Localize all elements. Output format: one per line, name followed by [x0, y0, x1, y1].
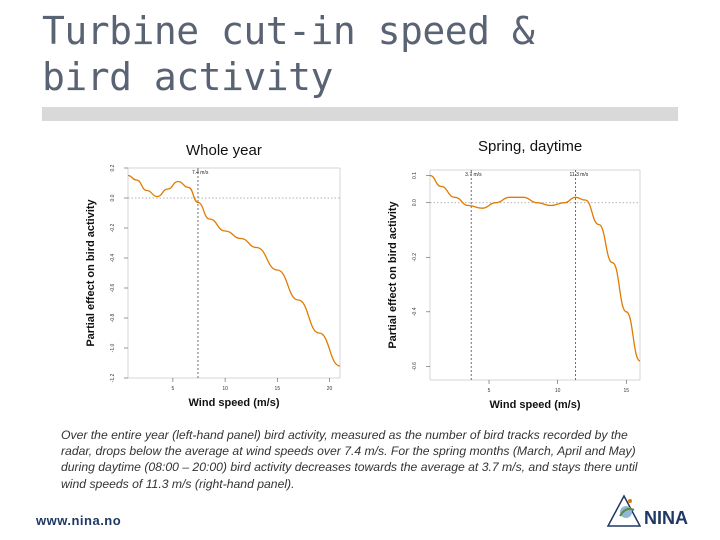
- x-tick-label: 5: [172, 386, 175, 392]
- y-tick-label: 0.2: [110, 164, 116, 171]
- x-tick-label: 10: [222, 386, 228, 392]
- panel-heading-whole-year: Whole year: [186, 142, 262, 159]
- x-axis-title: Wind speed (m/s): [490, 399, 581, 411]
- title-divider-bar: [42, 107, 678, 121]
- chart-whole-year: 0.2 0.0 -0.2 -0.4 -0.6 -0.8 -1.0 -1.2 5 10 15 20 7.4…: [85, 164, 341, 409]
- x-tick-label: 5: [488, 388, 491, 394]
- x-tick-label: 20: [327, 386, 333, 392]
- y-axis-title: Partial effect on bird activity: [85, 198, 97, 346]
- nina-logo-icon: [606, 494, 642, 527]
- y-tick-label: -0.4: [110, 253, 116, 262]
- x-tick-label: 15: [623, 388, 629, 394]
- y-tick-label: -0.8: [110, 313, 116, 322]
- series-line: [429, 174, 641, 362]
- threshold-label: 11.3 m/s: [569, 172, 588, 178]
- y-axis-title: Partial effect on bird activity: [387, 200, 399, 348]
- y-tick-label: 0.0: [110, 194, 116, 201]
- x-axis-title: Wind speed (m/s): [189, 397, 280, 409]
- y-tick-label: -0.2: [412, 253, 418, 262]
- y-tick-label: -1.0: [110, 343, 116, 352]
- slide-title: Turbine cut-in speed & bird activity: [42, 9, 535, 99]
- footer-url[interactable]: www.nina.no: [36, 513, 122, 528]
- series-line: [127, 174, 341, 367]
- y-tick-label: -0.4: [412, 307, 418, 316]
- x-tick-label: 15: [275, 386, 281, 392]
- y-tick-label: 0.1: [412, 172, 418, 179]
- chart-spring-daytime: 0.1 0.0 -0.2 -0.4 -0.6 5 10 15 3.7 m/s 11.3 m/s Pa…: [387, 169, 641, 411]
- figure-caption: Over the entire year (left-hand panel) b…: [61, 428, 638, 491]
- panel-heading-spring-daytime: Spring, daytime: [478, 138, 583, 155]
- threshold-label: 3.7 m/s: [465, 172, 482, 178]
- threshold-label: 7.4 m/s: [192, 170, 209, 176]
- y-tick-label: -1.2: [110, 373, 116, 382]
- x-tick-label: 10: [555, 388, 561, 394]
- y-tick-label: 0.0: [412, 199, 418, 206]
- y-tick-label: -0.6: [110, 283, 116, 292]
- plot-frame: [429, 169, 641, 381]
- plot-frame: [127, 167, 341, 379]
- y-tick-label: -0.2: [110, 223, 116, 232]
- y-tick-label: -0.6: [412, 362, 418, 371]
- nina-logo-text: NINA: [644, 508, 688, 528]
- nina-logo: NINA: [604, 492, 688, 528]
